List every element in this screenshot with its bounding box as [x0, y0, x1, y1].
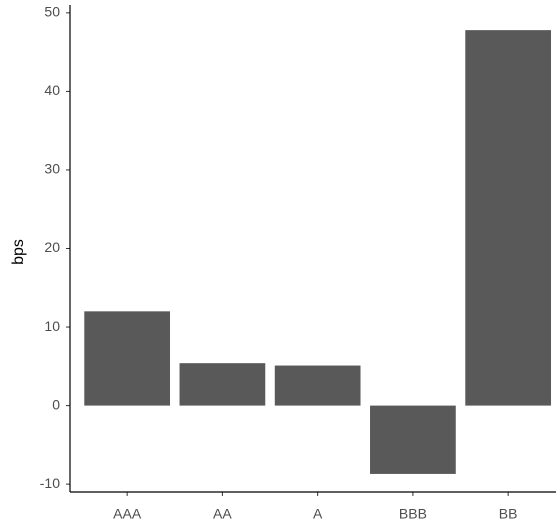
x-tick-label: AAA [113, 506, 142, 522]
bar [274, 365, 361, 406]
x-tick-label: A [313, 506, 323, 522]
x-tick-label: BBB [399, 506, 427, 522]
y-tick-label: 50 [44, 4, 60, 20]
bar [84, 311, 171, 406]
y-tick-label: 40 [44, 82, 60, 98]
bar [370, 405, 456, 474]
y-tick-label: 30 [44, 161, 60, 177]
y-tick-label: 20 [44, 239, 60, 255]
bar [465, 30, 552, 406]
y-axis-title: bps [10, 239, 27, 265]
bar [179, 363, 266, 406]
x-tick-label: AA [213, 506, 232, 522]
y-tick-label: 10 [44, 318, 60, 334]
y-tick-label: -10 [40, 475, 60, 491]
y-tick-label: 0 [52, 396, 60, 412]
x-tick-label: BB [499, 506, 518, 522]
